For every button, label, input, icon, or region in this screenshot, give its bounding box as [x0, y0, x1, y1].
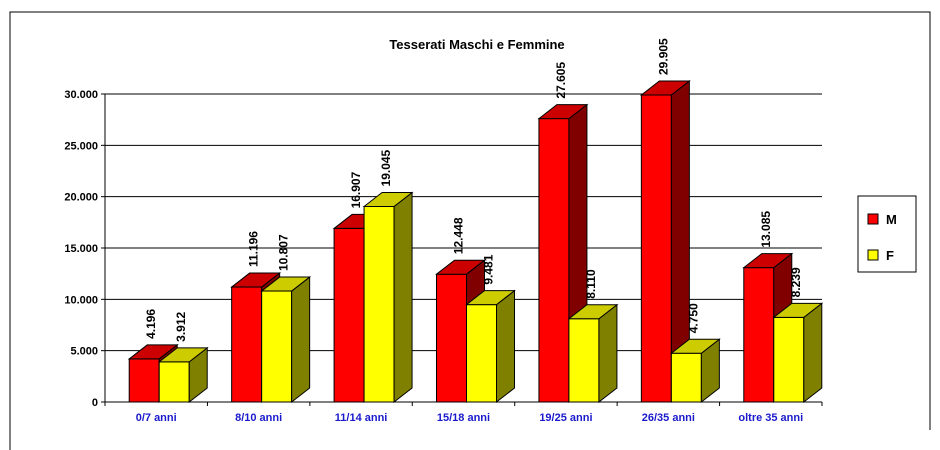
value-label: 27.605 [554, 62, 568, 99]
bar-front [333, 227, 365, 403]
bar-top [362, 191, 414, 207]
bar-top [742, 253, 794, 269]
bar-side [803, 302, 823, 404]
bar-top [772, 302, 824, 318]
y-tick-label: 5.000 [70, 346, 98, 358]
value-label: 9.481 [482, 254, 496, 284]
bar-top [669, 338, 721, 354]
x-tick-label: 11/14 anni [335, 412, 388, 424]
bar-side [291, 276, 311, 404]
x-tick-label: 15/18 anni [437, 412, 490, 424]
bar-top [127, 344, 179, 360]
bar-front [261, 290, 293, 403]
value-label: 19.045 [379, 149, 393, 186]
bar-front [231, 286, 263, 403]
legend-swatch [867, 213, 879, 225]
y-tick-label: 25.000 [64, 140, 98, 152]
bar-front [773, 316, 805, 403]
y-tick-label: 20.000 [64, 192, 98, 204]
bar-top [537, 104, 589, 120]
bar-front [640, 94, 672, 403]
bar [567, 303, 619, 404]
bar-side [393, 191, 413, 404]
value-label: 12.448 [452, 217, 466, 254]
bar-front [436, 273, 467, 403]
y-tick-label: 15.000 [64, 243, 98, 255]
value-label: 8.239 [789, 267, 803, 297]
value-label: 13.085 [759, 211, 773, 248]
bar [362, 191, 414, 404]
bar-top [260, 276, 312, 292]
bar [669, 338, 721, 404]
value-label: 10.807 [277, 234, 291, 271]
bar-side [496, 289, 515, 404]
bar-side [598, 303, 618, 404]
frame [9, 11, 931, 450]
value-label: 11.196 [247, 231, 261, 267]
y-tick-label: 0 [92, 397, 98, 409]
bar-top [157, 347, 209, 363]
x-tick-label: 0/7 anni [136, 412, 177, 424]
y-tick-label: 30.000 [64, 89, 98, 101]
value-label: 8.110 [584, 269, 598, 299]
bar-front [568, 318, 600, 403]
legend-label: M [886, 212, 897, 227]
bar-front [670, 352, 702, 403]
bar-front [538, 118, 570, 403]
chart-title: Tesserati Maschi e Femmine [389, 37, 564, 52]
bar [772, 302, 824, 404]
bar-top [465, 290, 516, 306]
x-tick-label: oltre 35 anni [738, 412, 803, 424]
y-tick-label: 10.000 [64, 294, 98, 306]
bar-front [363, 205, 395, 403]
value-label: 4.196 [144, 309, 158, 339]
bar-top [567, 304, 619, 320]
bar-front [158, 361, 190, 403]
legend-label: F [886, 248, 894, 263]
value-label: 16.907 [349, 171, 363, 208]
value-label: 29.905 [656, 38, 670, 75]
bar-top [230, 272, 282, 288]
bar-top [435, 259, 486, 275]
bar [260, 276, 312, 404]
bar-front [743, 267, 775, 403]
x-tick-label: 26/35 anni [642, 412, 695, 424]
x-tick-label: 19/25 anni [539, 412, 592, 424]
bar-front [466, 304, 497, 403]
bar-front [128, 358, 160, 403]
bar [157, 346, 209, 404]
bar [639, 79, 691, 404]
x-tick-label: 8/10 anni [235, 412, 282, 424]
value-label: 3.912 [174, 311, 188, 341]
bar [465, 289, 516, 404]
bar-top [639, 80, 691, 96]
legend-swatch [867, 249, 879, 261]
value-label: 4.750 [686, 303, 700, 333]
